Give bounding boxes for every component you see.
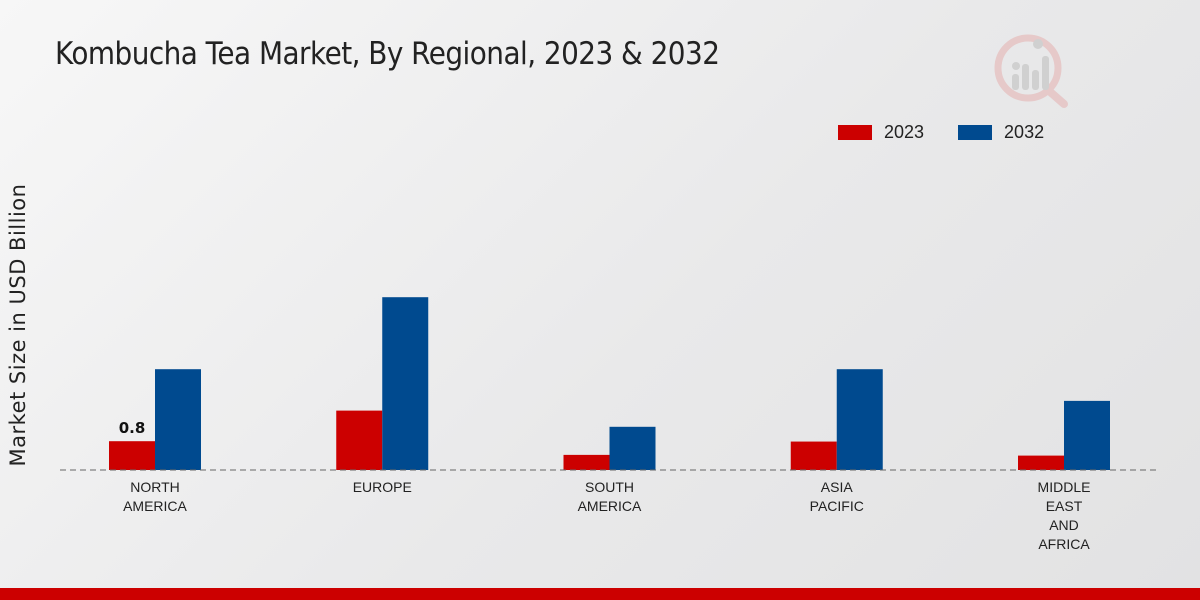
x-tick-label-2: SOUTH AMERICA bbox=[578, 479, 642, 514]
legend-label-2023: 2023 bbox=[884, 122, 925, 142]
bottom-accent-bar bbox=[0, 588, 1200, 600]
bar-2032-2 bbox=[609, 426, 656, 470]
bar-2023-1 bbox=[336, 410, 383, 470]
bar-2023-3 bbox=[790, 441, 837, 470]
chart-title: Kombucha Tea Market, By Regional, 2023 &… bbox=[55, 36, 720, 72]
x-tick-label-3: ASIA PACIFIC bbox=[810, 479, 864, 514]
legend-label-2032: 2032 bbox=[1004, 122, 1045, 142]
bar-2032-1 bbox=[382, 297, 429, 470]
x-tick-label-1: EUROPE bbox=[353, 479, 412, 495]
legend-swatch-2032 bbox=[958, 125, 993, 140]
bar-2032-4 bbox=[1064, 400, 1110, 470]
legend-item-2023: 2023 bbox=[838, 122, 924, 143]
data-label-0: 0.8 bbox=[119, 419, 146, 437]
x-tick-label-0: NORTH AMERICA bbox=[123, 479, 187, 514]
bar-2032-0 bbox=[155, 369, 201, 470]
bar-2023-2 bbox=[563, 454, 610, 470]
legend: 2023 2032 bbox=[838, 122, 1078, 143]
bar-2023-0 bbox=[109, 441, 155, 470]
legend-swatch-2023 bbox=[838, 125, 872, 140]
brand-logo-icon bbox=[992, 30, 1072, 110]
bar-2023-4 bbox=[1018, 455, 1064, 470]
legend-item-2032: 2032 bbox=[958, 122, 1044, 143]
bar-2032-3 bbox=[836, 369, 883, 470]
x-tick-label-4: MIDDLE EAST AND AFRICA bbox=[1038, 479, 1091, 552]
